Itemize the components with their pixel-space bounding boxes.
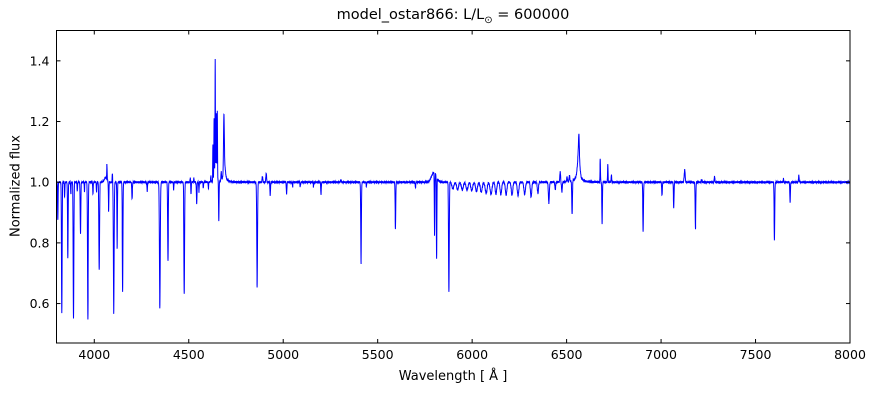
- spectrum-line: [56, 58, 850, 320]
- x-axis-label: Wavelength [ Å ]: [398, 369, 508, 384]
- x-tick-label: 7000: [645, 347, 677, 362]
- x-tick-label: 4000: [78, 347, 110, 362]
- y-tick-label: 1.2: [30, 114, 50, 129]
- x-tick-label: 8000: [834, 347, 866, 362]
- plot-title-prefix: model_ostar866: L/L: [336, 7, 485, 23]
- plot-title-suffix: = 600000: [492, 7, 570, 23]
- plot-border: [56, 30, 851, 344]
- y-tick-label: 1.4: [30, 53, 50, 68]
- y-tick-label: 1.0: [30, 175, 50, 190]
- y-axis-label: Normalized flux: [8, 135, 24, 237]
- x-tick-label: 4500: [173, 347, 205, 362]
- sun-symbol: ⊙: [484, 14, 493, 26]
- y-tick-label: 0.6: [30, 296, 50, 311]
- x-tick-label: 5000: [267, 347, 299, 362]
- x-tick-label: 5500: [362, 347, 394, 362]
- y-tick-label: 0.8: [30, 235, 50, 250]
- plot-title: model_ostar866: L/L⊙ = 600000: [56, 7, 850, 26]
- x-tick-label: 6500: [551, 347, 583, 362]
- x-tick-label: 7500: [740, 347, 772, 362]
- x-tick-label: 6000: [456, 347, 488, 362]
